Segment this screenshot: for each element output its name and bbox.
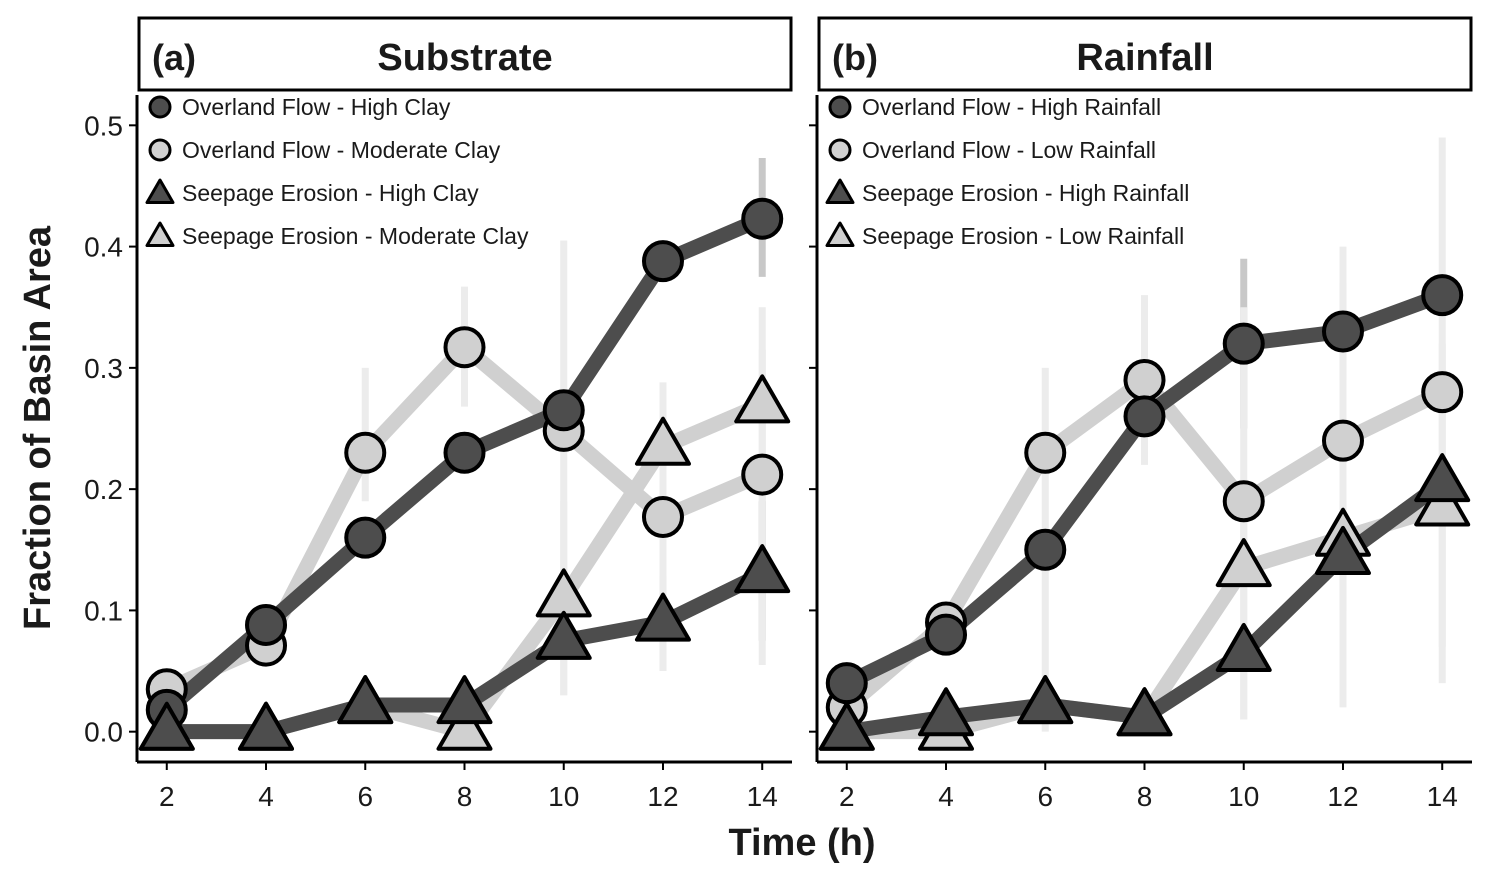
panel-b-legend-label: Seepage Erosion - Low Rainfall (862, 223, 1184, 249)
panel-b-point-circle (1421, 371, 1464, 414)
panel-a-x-tick-label: 2 (159, 781, 175, 812)
panel-a-x-tick-label: 4 (258, 781, 274, 812)
panel-b-point-triangle (1215, 538, 1272, 588)
panel-a-legend-label: Seepage Erosion - Moderate Clay (182, 223, 529, 249)
panel-a-point-triangle (734, 544, 791, 594)
panel-b-x-tick-label: 6 (1037, 781, 1053, 812)
panel-b-point-circle (925, 613, 968, 656)
panel-a-x-tick-label: 8 (457, 781, 473, 812)
panel-a-point-circle (641, 496, 684, 539)
panel-b-x-tick-label: 4 (938, 781, 954, 812)
panel-a-point-circle (344, 431, 387, 474)
panel-a-point-triangle (436, 701, 493, 751)
panel-a-y-tick-label: 0.2 (84, 474, 123, 505)
panel-b-point-triangle (818, 701, 875, 751)
panel-b-point-circle (1024, 528, 1067, 571)
panel-b-legend-key-circle (828, 95, 852, 119)
panel-b-x-tick-label: 2 (839, 781, 855, 812)
panel-a-point-circle (443, 431, 486, 474)
panel-a-y-tick-label: 0.1 (84, 595, 123, 626)
panel-b-legend-label: Overland Flow - Low Rainfall (862, 137, 1156, 163)
panel-a-legend-label: Seepage Erosion - High Clay (182, 180, 479, 206)
panel-a-point-circle (344, 516, 387, 559)
panel-a-strip (137, 16, 793, 92)
panel-b-point-circle (1421, 274, 1464, 317)
panel-a-x-tick-label: 14 (747, 781, 778, 812)
panel-a: (a) Substrate 0.0 0.1 0.2 0.3 0.4 0.5 2 4 6 8 10 12… (84, 16, 793, 812)
panel-a-legend-key-circle (148, 138, 172, 162)
panel-a-legend-label: Overland Flow - High Clay (182, 94, 451, 120)
panel-a-x-tick-label: 12 (647, 781, 678, 812)
panel-a-point-circle (741, 453, 784, 496)
panel-a-y-tick-label: 0.3 (84, 353, 123, 384)
panel-b-point-triangle (1414, 453, 1471, 503)
panel-a-x-tick-label: 10 (548, 781, 579, 812)
panel-a-legend-key-triangle (145, 178, 175, 205)
panel-a-title: Substrate (377, 37, 552, 79)
panel-b-point-circle (1123, 395, 1166, 438)
panel-a-legend-key-circle (148, 95, 172, 119)
panel-b-point-circle (1222, 480, 1265, 523)
panel-b-point-triangle (918, 687, 975, 737)
panel-b: (b) Rainfall 2 4 6 8 10 12 14 Overland Flow - H… (809, 16, 1473, 812)
panel-b-point-circle (1024, 431, 1067, 474)
panel-a-plot: 0.0 0.1 0.2 0.3 0.4 0.5 2 4 6 8 10 12 14 Overland Flo… (84, 94, 792, 812)
panel-b-title: Rainfall (1076, 37, 1213, 79)
panel-a-point-circle (542, 389, 585, 432)
panel-b-point-circle (1222, 322, 1265, 365)
panel-b-legend-key-circle (828, 138, 852, 162)
panel-b-point-triangle (1314, 525, 1371, 575)
panel-b-x-tick-label: 12 (1327, 781, 1358, 812)
panel-b-x-tick-label: 8 (1137, 781, 1153, 812)
panel-a-point-circle (443, 326, 486, 369)
panel-b-legend-label: Seepage Erosion - High Rainfall (862, 180, 1189, 206)
panel-a-y-tick-label: 0.0 (84, 717, 123, 748)
panel-b-legend-key-triangle (825, 178, 855, 205)
panel-b-point-triangle (1017, 675, 1074, 725)
panel-b-x-tick-label: 10 (1228, 781, 1259, 812)
panel-a-point-circle (741, 197, 784, 240)
panel-b-point-circle (1321, 310, 1364, 353)
panel-b-point-triangle (1116, 687, 1173, 737)
panel-a-point-circle (641, 240, 684, 283)
panel-a-y-tick-label: 0.5 (84, 110, 123, 141)
panel-a-y-tick-label: 0.4 (84, 232, 123, 263)
panel-a-point-triangle (634, 592, 691, 642)
panel-b-point-circle (1321, 419, 1364, 462)
panel-a-legend-key-triangle (145, 221, 175, 248)
panel-a-point-triangle (138, 701, 195, 751)
panel-b-point-triangle (1215, 622, 1272, 672)
panel-b-point-circle (825, 662, 868, 705)
panel-b-point-circle (1123, 358, 1166, 401)
panel-b-legend-label: Overland Flow - High Rainfall (862, 94, 1161, 120)
panel-a-point-triangle (337, 675, 394, 725)
panel-a-point-triangle (238, 701, 295, 751)
panel-a-legend-label: Overland Flow - Moderate Clay (182, 137, 501, 163)
panel-a-point-triangle (436, 675, 493, 725)
y-axis-title: Fraction of Basin Area (17, 225, 59, 630)
panel-b-tag: (b) (832, 37, 878, 78)
panel-b-strip (817, 16, 1473, 92)
panel-a-tag: (a) (152, 37, 196, 78)
panel-b-legend-key-triangle (825, 221, 855, 248)
panel-b-plot: 2 4 6 8 10 12 14 Overland Flow - High Rainfall O… (809, 94, 1472, 812)
panel-a-x-tick-label: 6 (357, 781, 373, 812)
panel-a-point-triangle (535, 610, 592, 660)
x-axis-title: Time (h) (728, 822, 875, 864)
panel-b-x-tick-label: 14 (1427, 781, 1458, 812)
panel-a-point-triangle (734, 374, 791, 424)
panel-a-point-triangle (634, 416, 691, 466)
panel-a-point-circle (245, 603, 288, 646)
